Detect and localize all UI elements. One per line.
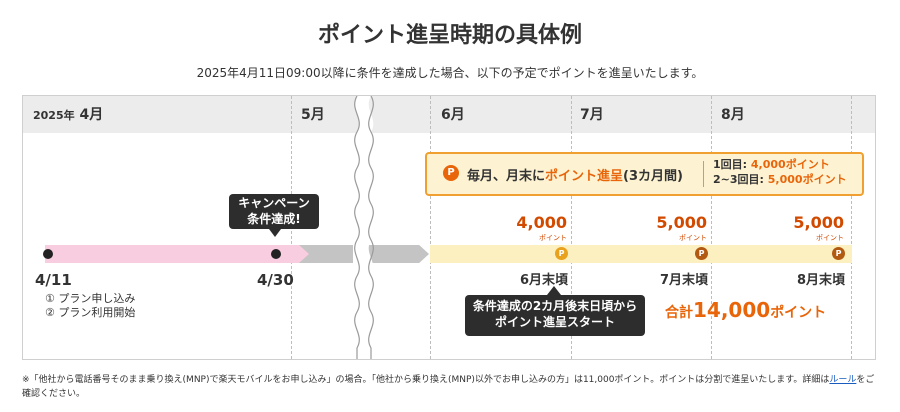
total-amount: 14,000: [693, 298, 771, 322]
payout-unit-june: ポイント: [539, 234, 567, 242]
april-end-dot: [271, 249, 281, 259]
step-apply: ① プラン申し込み: [45, 292, 136, 305]
payout-info-box: P 毎月、月末にポイント進呈(3カ月間) 1回目: 4,000ポイント 2~3回…: [425, 152, 864, 196]
footnote-suffix: をご確認ください。: [22, 375, 875, 399]
campaign-callout-pointer: [269, 229, 281, 237]
payout-start-callout-line1: 条件達成の2カ月後末日頃から: [472, 299, 638, 313]
campaign-callout: キャンペーン 条件達成!: [229, 194, 319, 229]
payout-amount-july: 5,000: [656, 213, 707, 232]
payout-schedule-suffix: (3カ月間): [623, 169, 683, 184]
divider-july: [571, 96, 572, 359]
month-label-may: 5月: [301, 107, 325, 123]
timeline-bar-waiting: [291, 245, 429, 263]
start-date: 4/11: [35, 271, 72, 289]
payout-amount-june: 4,000: [516, 213, 567, 232]
campaign-callout-line1: キャンペーン: [238, 196, 310, 210]
rules-link[interactable]: ルール: [829, 375, 857, 385]
month-label-april: 2025年 4月: [33, 104, 103, 124]
total-points: 合計14,000ポイント: [665, 298, 826, 322]
page-subtitle: 2025年4月11日09:00以降に条件を達成した場合、以下の予定でポイントを進…: [196, 66, 704, 80]
month-header-band: [23, 96, 875, 133]
page-title: ポイント進呈時期の具体例: [317, 23, 582, 48]
start-callout-pointer: [547, 286, 561, 295]
month-label-june: 6月: [441, 107, 465, 123]
payout-schedule-highlight: ポイント進呈: [545, 169, 624, 184]
timeline-bar-campaign: [45, 245, 295, 263]
first-payout-value: 4,000ポイント: [750, 158, 830, 171]
payout-start-callout: 条件達成の2カ月後末日頃から ポイント進呈スタート: [465, 295, 645, 336]
step-start-use: ② プラン利用開始: [45, 306, 136, 319]
point-coin-icon: P: [443, 165, 459, 181]
campaign-callout-line2: 条件達成!: [247, 212, 301, 226]
start-dot: [43, 249, 53, 259]
month-year: 2025年: [33, 109, 75, 122]
point-coin-icon-june: P: [555, 247, 568, 260]
month-april: 4月: [79, 107, 104, 123]
timeline-break: [354, 96, 374, 359]
payout-breakdown: 1回目: 4,000ポイント 2~3回目: 5,000ポイント: [713, 157, 847, 187]
point-coin-icon-august: P: [832, 247, 845, 260]
footnote: ※「他社から電話番号そのまま乗り換え(MNP)で楽天モバイルをお申し込み」の場合…: [22, 373, 882, 401]
payout-unit-august: ポイント: [816, 234, 844, 242]
payout-schedule-prefix: 毎月、月末に: [467, 169, 546, 184]
payout-schedule-text: 毎月、月末にポイント進呈(3カ月間): [467, 165, 683, 184]
later-payout-value: 5,000ポイント: [767, 173, 847, 186]
divider-june: [430, 96, 431, 359]
payout-amount-august: 5,000: [793, 213, 844, 232]
divider-august: [711, 96, 712, 359]
month-label-july: 7月: [580, 107, 604, 123]
month-label-august: 8月: [721, 107, 745, 123]
later-payout-label: 2~3回目:: [713, 173, 764, 186]
point-coin-icon-july: P: [695, 247, 708, 260]
first-payout-label: 1回目:: [713, 158, 748, 171]
timeline-panel: 2025年 4月 5月 6月 7月 8月 キャンペーン 条件達成! 4/11 ①…: [22, 95, 876, 360]
footnote-text: ※「他社から電話番号そのまま乗り換え(MNP)で楽天モバイルをお申し込み」の場合…: [22, 375, 830, 385]
payout-start-callout-line2: ポイント進呈スタート: [494, 315, 615, 329]
payout-date-june: 6月末頃: [519, 273, 568, 288]
info-box-divider: [703, 161, 704, 187]
april-end-date: 4/30: [257, 271, 294, 289]
divider-end: [851, 96, 852, 359]
payout-date-july: 7月末頃: [659, 273, 708, 288]
payout-date-august: 8月末頃: [796, 273, 845, 288]
total-suffix: ポイント: [770, 305, 827, 321]
total-prefix: 合計: [665, 305, 693, 321]
payout-unit-july: ポイント: [679, 234, 707, 242]
timeline-bar-payout: [430, 245, 852, 263]
